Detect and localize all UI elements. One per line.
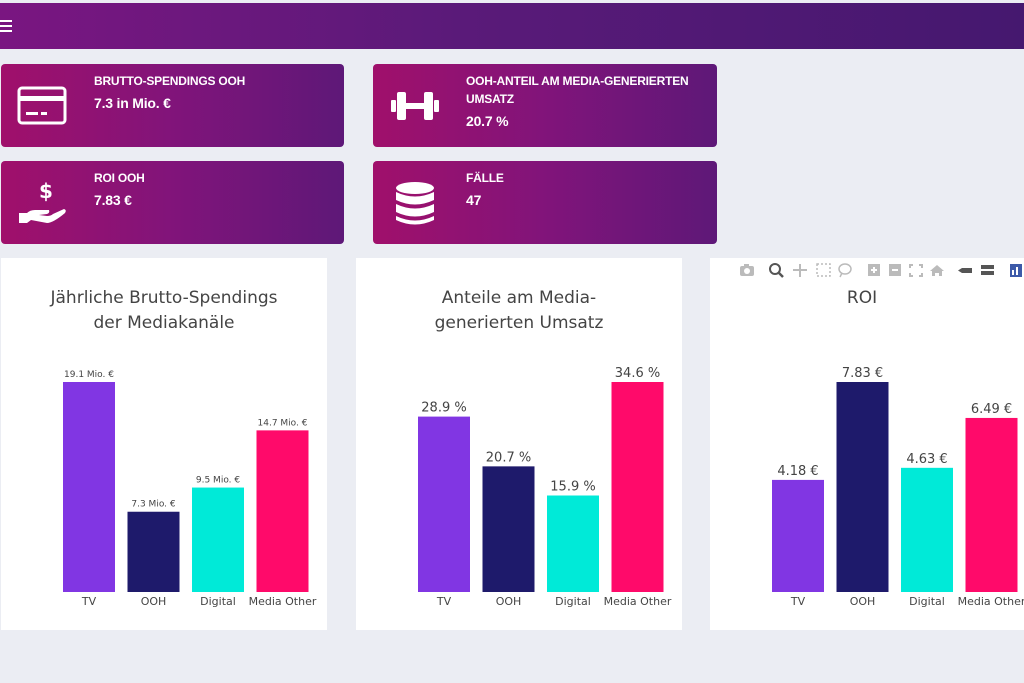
bar-ooh[interactable]	[482, 466, 535, 592]
hamburger-menu-icon[interactable]	[0, 20, 14, 32]
chart-title: ROI	[846, 288, 878, 308]
chart-title: Jährliche Brutto-Spendings der Mediakanä…	[50, 288, 278, 333]
bar-digital[interactable]	[192, 487, 244, 592]
pan-icon[interactable]	[793, 264, 807, 277]
bar-value-label: 34.6 %	[615, 366, 660, 381]
bar-value-label: 20.7 %	[486, 450, 531, 465]
x-tick-label: Digital	[909, 595, 945, 608]
bar-value-label: 7.3 Mio. €	[131, 500, 176, 510]
bar-value-label: 9.5 Mio. €	[196, 476, 241, 486]
x-tick-label: Digital	[200, 595, 236, 608]
bar-value-label: 6.49 €	[971, 402, 1012, 417]
zoom-in-icon[interactable]	[868, 264, 880, 276]
x-tick-label: Media Other	[249, 595, 317, 608]
kpi-label: OOH-ANTEIL AM MEDIA-GENERIERTEN UMSATZ	[466, 74, 689, 106]
plotly-logo-icon[interactable]	[1010, 264, 1022, 277]
chart-panel-roi: ROI 4.18 € TV 7.83 € OOH 4.63 € Digital 6.49 €…	[710, 258, 1024, 630]
dumbbell-icon	[391, 92, 439, 120]
x-tick-label: OOH	[850, 595, 876, 608]
x-tick-label: OOH	[141, 595, 167, 608]
zoom-icon[interactable]	[769, 263, 784, 278]
zoom-out-icon[interactable]	[889, 264, 901, 276]
bar-media-other[interactable]	[611, 382, 664, 592]
x-tick-label: Media Other	[958, 595, 1024, 608]
bar-value-label: 15.9 %	[550, 479, 595, 494]
bar-chart-umsatz[interactable]: 28.9 % TV 20.7 % OOH 15.9 % Digital 34.6 % Medi…	[356, 258, 682, 630]
kpi-card-spendings: BRUTTO-SPENDINGS OOH 7.3 in Mio. €	[1, 64, 344, 147]
camera-icon[interactable]	[740, 264, 754, 276]
credit-card-icon	[17, 86, 67, 125]
bar-value-label: 4.63 €	[906, 452, 947, 467]
bar-tv[interactable]	[63, 382, 115, 592]
x-tick-label: TV	[436, 595, 452, 608]
kpi-card-umsatz-anteil: OOH-ANTEIL AM MEDIA-GENERIERTEN UMSATZ 20…	[373, 64, 717, 147]
bar-chart-roi[interactable]: 4.18 € TV 7.83 € OOH 4.63 € Digital 6.49 € Medi…	[710, 258, 1024, 630]
chart-panel-umsatz: Anteile am Media- generierten Umsatz 28.…	[356, 258, 682, 630]
hand-dollar-icon: $	[19, 179, 66, 223]
top-navbar	[0, 3, 1024, 49]
x-tick-label: Media Other	[604, 595, 672, 608]
kpi-label: BRUTTO-SPENDINGS OOH	[94, 74, 246, 88]
x-tick-label: TV	[790, 595, 806, 608]
spike-lines-icon[interactable]	[958, 268, 972, 273]
bar-value-label: 14.7 Mio. €	[258, 418, 308, 428]
bar-tv[interactable]	[418, 416, 470, 592]
kpi-label: ROI OOH	[94, 171, 145, 185]
bar-tv[interactable]	[772, 479, 824, 592]
kpi-value: 47	[466, 192, 482, 208]
database-icon	[396, 182, 434, 225]
bar-value-label: 7.83 €	[842, 366, 883, 381]
chart-title: Anteile am Media- generierten Umsatz	[434, 288, 604, 333]
reset-axes-icon[interactable]	[930, 265, 944, 276]
lasso-icon[interactable]	[838, 263, 852, 278]
bar-digital[interactable]	[901, 467, 953, 592]
svg-text:$: $	[39, 179, 53, 203]
bar-digital[interactable]	[547, 495, 599, 592]
x-tick-label: Digital	[555, 595, 591, 608]
bar-value-label: 19.1 Mio. €	[64, 370, 114, 380]
kpi-card-roi: $ ROI OOH 7.83 €	[1, 161, 344, 244]
x-tick-label: OOH	[496, 595, 522, 608]
kpi-value: 7.3 in Mio. €	[94, 95, 171, 111]
chart-panel-spendings: Jährliche Brutto-Spendings der Mediakanä…	[1, 258, 327, 630]
bar-media-other[interactable]	[256, 430, 309, 592]
x-tick-label: TV	[81, 595, 97, 608]
kpi-card-faelle: FÄLLE 47	[373, 161, 717, 244]
bar-value-label: 4.18 €	[777, 464, 818, 479]
kpi-value: 7.83 €	[94, 192, 132, 208]
bar-ooh[interactable]	[836, 382, 889, 592]
bar-media-other[interactable]	[965, 417, 1018, 592]
bar-chart-spendings[interactable]: 19.1 Mio. € TV 7.3 Mio. € OOH 9.5 Mio. € Digi…	[1, 258, 327, 630]
kpi-value: 20.7 %	[466, 113, 509, 129]
kpi-label: FÄLLE	[466, 171, 504, 185]
box-select-icon[interactable]	[816, 263, 831, 277]
autoscale-icon[interactable]	[909, 264, 923, 277]
chart-modebar	[740, 263, 1022, 278]
bar-value-label: 28.9 %	[421, 401, 466, 416]
bar-ooh[interactable]	[127, 511, 180, 592]
compare-hover-icon[interactable]	[981, 265, 994, 275]
